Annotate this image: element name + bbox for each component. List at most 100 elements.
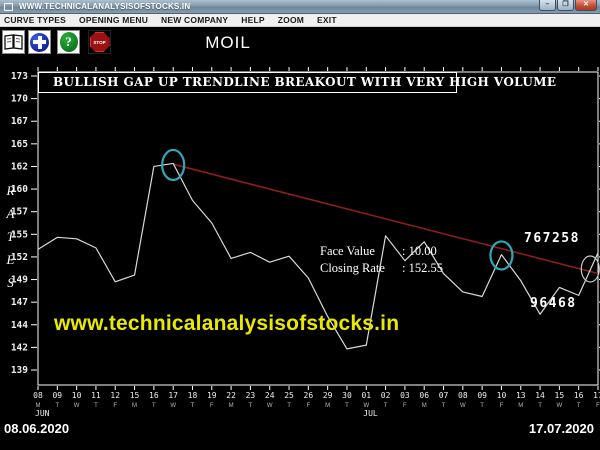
- x-day-label: T: [152, 403, 156, 409]
- closing-rate-label: Closing Rate: [320, 261, 385, 275]
- menu-curve-types[interactable]: CURVE TYPES: [4, 15, 67, 25]
- x-date-label: 17: [593, 391, 600, 400]
- trendline-start-circle: [161, 148, 186, 182]
- closing-rate-row: Closing Rate : 152.55: [320, 260, 443, 277]
- y-tick-label: 144: [11, 320, 28, 331]
- x-day-label: M: [325, 403, 330, 409]
- x-day-label: M: [132, 403, 137, 409]
- x-day-label: F: [500, 403, 504, 409]
- face-value-row: Face Value : 10.00: [320, 243, 443, 260]
- x-day-label: T: [55, 403, 59, 409]
- minimize-button[interactable]: –: [539, 0, 556, 11]
- menu-new-company[interactable]: NEW COMPANY: [161, 15, 229, 25]
- menu-bar: CURVE TYPES OPENING MENU NEW COMPANY HEL…: [0, 14, 600, 27]
- x-day-label: M: [229, 403, 234, 409]
- x-date-label: 07: [439, 391, 449, 400]
- x-date-label: 15: [555, 391, 565, 400]
- x-date-label: 06: [419, 391, 429, 400]
- y-tick-label: 157: [11, 207, 28, 218]
- x-date-label: 25: [284, 391, 294, 400]
- trendline-touch-circle: [489, 240, 514, 271]
- x-date-label: 18: [188, 391, 198, 400]
- plus-icon: [30, 32, 49, 52]
- y-tick-label: 139: [11, 365, 28, 376]
- x-date-label: 03: [400, 391, 410, 400]
- menu-exit[interactable]: EXIT: [317, 15, 337, 25]
- x-day-label: T: [94, 403, 98, 409]
- x-date-label: 11: [91, 391, 101, 400]
- volume-low-label: 96468: [530, 296, 577, 311]
- window-controls: – ❐ ✕: [539, 0, 597, 11]
- x-day-label: T: [442, 403, 446, 409]
- question-icon: ?: [59, 32, 78, 52]
- x-date-label: 10: [497, 391, 507, 400]
- x-day-label: T: [577, 403, 581, 409]
- x-date-label: 29: [323, 391, 333, 400]
- face-value-value: : 10.00: [402, 244, 437, 258]
- toolbar: ? STOP: [0, 27, 600, 60]
- add-button[interactable]: [28, 30, 51, 54]
- x-day-label: M: [36, 403, 41, 409]
- x-day-label: F: [596, 403, 600, 409]
- help-button[interactable]: ?: [57, 30, 80, 54]
- x-date-label: 16: [149, 391, 159, 400]
- watermark: www.technicalanalysisofstocks.in: [54, 312, 400, 335]
- x-date-label: 01: [361, 391, 371, 400]
- closing-rate-value: : 152.55: [402, 261, 443, 275]
- y-tick-label: 155: [11, 229, 28, 240]
- menu-opening-menu[interactable]: OPENING MENU: [79, 15, 149, 25]
- x-day-label: F: [113, 403, 117, 409]
- maximize-button[interactable]: ❐: [557, 0, 574, 11]
- x-date-label: 24: [265, 391, 275, 400]
- x-date-label: 19: [207, 391, 217, 400]
- stop-button[interactable]: STOP: [88, 30, 111, 54]
- x-date-label: 14: [535, 391, 545, 400]
- x-date-label: 16: [574, 391, 584, 400]
- x-date-label: 23: [246, 391, 256, 400]
- y-tick-label: 147: [11, 297, 28, 308]
- y-tick-label: 142: [11, 342, 28, 353]
- menu-help[interactable]: HELP: [241, 15, 265, 25]
- close-button[interactable]: ✕: [575, 0, 597, 11]
- title-bar[interactable]: WWW.TECHNICALANALYSISOFSTOCKS.IN – ❐ ✕: [0, 0, 600, 14]
- x-date-label: 13: [516, 391, 526, 400]
- book-icon: [4, 34, 23, 50]
- x-day-label: W: [267, 403, 273, 409]
- x-date-label: 09: [52, 391, 62, 400]
- book-button[interactable]: [2, 30, 25, 54]
- x-date-label: 15: [130, 391, 140, 400]
- stock-facts: Face Value : 10.00 Closing Rate : 152.55: [320, 243, 443, 277]
- x-date-label: 22: [226, 391, 236, 400]
- x-month-label: JUL: [363, 409, 378, 418]
- x-day-label: M: [422, 403, 427, 409]
- y-tick-label: 152: [11, 252, 28, 263]
- window-icon: [4, 3, 13, 11]
- x-day-label: T: [480, 403, 484, 409]
- y-axis-title: RATES: [3, 183, 18, 298]
- x-date-label: 30: [342, 391, 352, 400]
- trendline: [172, 163, 599, 275]
- face-value-label: Face Value: [320, 244, 375, 258]
- end-date: 17.07.2020: [528, 421, 594, 436]
- x-day-label: T: [538, 403, 542, 409]
- x-day-label: F: [210, 403, 214, 409]
- x-date-label: 26: [304, 391, 314, 400]
- closing-price-line: [37, 162, 599, 350]
- y-tick-label: 167: [11, 116, 28, 127]
- x-day-label: W: [557, 403, 563, 409]
- start-date: 08.06.2020: [4, 421, 70, 436]
- volume-high-label: 767258: [524, 231, 580, 246]
- y-tick-label: 165: [11, 139, 28, 150]
- x-day-label: T: [287, 403, 291, 409]
- breakout-circle: [580, 255, 600, 283]
- x-day-label: F: [403, 403, 407, 409]
- x-day-label: F: [307, 403, 311, 409]
- y-tick-label: 149: [11, 275, 28, 286]
- x-day-label: T: [384, 403, 388, 409]
- x-date-label: 10: [72, 391, 82, 400]
- menu-zoom[interactable]: ZOOM: [277, 15, 305, 25]
- y-tick-label: 160: [11, 184, 28, 195]
- x-day-label: T: [345, 403, 349, 409]
